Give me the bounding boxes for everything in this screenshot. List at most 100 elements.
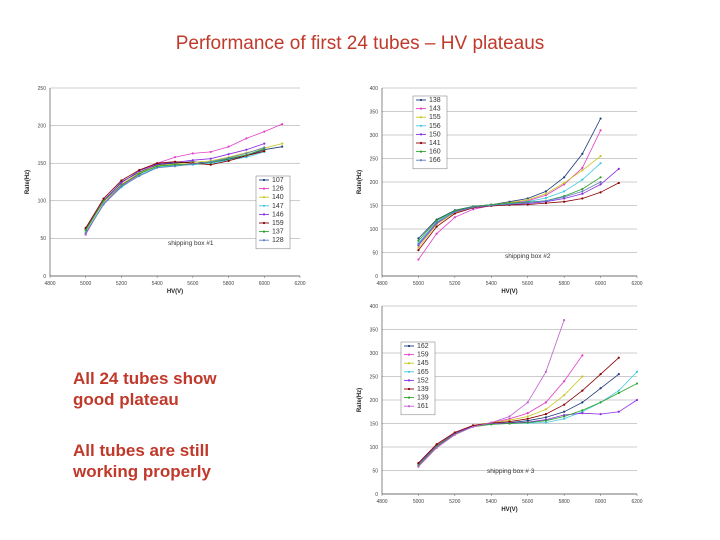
data-point (227, 153, 230, 156)
data-point (227, 145, 230, 148)
data-point (453, 210, 456, 214)
data-point (138, 174, 141, 178)
data-point (599, 373, 602, 376)
data-point (599, 117, 602, 120)
data-point (526, 203, 529, 206)
x-axis-label: HV(V) (501, 507, 517, 513)
data-point (581, 190, 584, 193)
data-point (453, 433, 456, 436)
data-point (191, 162, 194, 166)
data-point (508, 422, 511, 425)
data-point (599, 176, 602, 179)
data-point (435, 446, 438, 450)
data-point (471, 425, 475, 428)
legend-label: 128 (272, 237, 284, 244)
legend-marker (407, 353, 411, 356)
data-point (617, 356, 620, 359)
data-point (490, 204, 493, 207)
series-line-166 (418, 181, 601, 245)
y-tick-label: 50 (40, 236, 46, 242)
data-point (563, 403, 566, 406)
series-line-152 (418, 399, 638, 465)
data-point (617, 389, 620, 392)
y-tick-label: 200 (370, 398, 379, 404)
y-tick-label: 200 (38, 123, 47, 129)
bullet-line: working properly (73, 462, 211, 481)
data-point (281, 122, 284, 126)
data-point (245, 152, 248, 155)
y-tick-label: 150 (370, 203, 379, 209)
x-tick-label: 5800 (559, 281, 570, 287)
chart-annotation: shipping box #2 (505, 253, 551, 260)
data-point (581, 166, 584, 169)
data-point (435, 219, 438, 222)
data-point (435, 443, 438, 446)
chart-shipping-box-1: 0 50 100 150 200 250 4800 5000 5200 5400 5600 5800 6… (25, 86, 306, 295)
data-point (563, 190, 566, 193)
data-point (245, 153, 248, 157)
legend-marker (407, 396, 411, 399)
data-point (435, 232, 438, 235)
chart-annotation: shipping box # 3 (487, 468, 535, 475)
y-axis-label: Rate(Hz) (357, 388, 363, 412)
x-tick-label: 5000 (80, 281, 91, 287)
data-point (508, 415, 511, 418)
x-tick-label: 5200 (449, 281, 460, 287)
data-point (544, 199, 548, 202)
series-line-128 (85, 147, 265, 234)
data-point (581, 152, 584, 155)
x-tick-label: 6000 (595, 499, 606, 505)
data-point (263, 150, 266, 153)
x-tick-label: 6200 (631, 499, 642, 505)
series-line-160 (418, 176, 601, 242)
data-point (281, 145, 284, 148)
data-point (544, 416, 548, 419)
legend-box (412, 95, 448, 170)
data-point (563, 181, 566, 185)
legend-label: 160 (429, 149, 441, 156)
data-point (563, 380, 566, 383)
series-line-139 (418, 357, 620, 464)
data-point (544, 401, 548, 404)
chart-annotation: shipping box #1 (168, 240, 214, 247)
y-tick-label: 0 (375, 274, 378, 280)
data-point (581, 401, 584, 404)
data-point (173, 163, 177, 166)
data-point (581, 178, 584, 181)
data-point (563, 415, 566, 418)
y-tick-label: 400 (370, 86, 379, 92)
data-point (120, 181, 123, 184)
data-point (173, 156, 177, 159)
series-line-141 (418, 182, 619, 251)
data-point (581, 169, 584, 172)
slide-title: Performance of first 24 tubes – HV plate… (175, 33, 545, 54)
x-tick-label: 5400 (486, 499, 497, 505)
y-tick-label: 350 (370, 109, 379, 115)
x-tick-label: 5000 (413, 281, 424, 287)
data-point (227, 156, 230, 160)
data-point (635, 370, 639, 373)
data-point (281, 142, 284, 145)
data-point (120, 179, 123, 182)
y-tick-label: 0 (43, 274, 46, 280)
legend-label: 137 (272, 229, 284, 236)
data-point (544, 192, 548, 195)
chart-shipping-box-2: 0 50 100 150 200 250 300 350 400 4800 5000 5200 5400… (357, 86, 643, 295)
data-point (209, 157, 212, 160)
y-tick-label: 300 (370, 133, 379, 139)
y-tick-label: 400 (370, 304, 379, 310)
data-point (84, 233, 87, 236)
data-point (102, 199, 105, 202)
data-point (526, 415, 529, 418)
data-point (599, 401, 602, 404)
data-point (245, 137, 248, 140)
x-axis-label: HV(V) (501, 289, 517, 295)
series-line-162 (418, 373, 620, 464)
legend-label: 159 (272, 220, 284, 227)
y-tick-label: 100 (370, 445, 379, 451)
data-point (471, 206, 475, 209)
data-point (563, 176, 566, 179)
x-tick-label: 6000 (595, 281, 606, 287)
x-tick-label: 4800 (376, 499, 387, 505)
